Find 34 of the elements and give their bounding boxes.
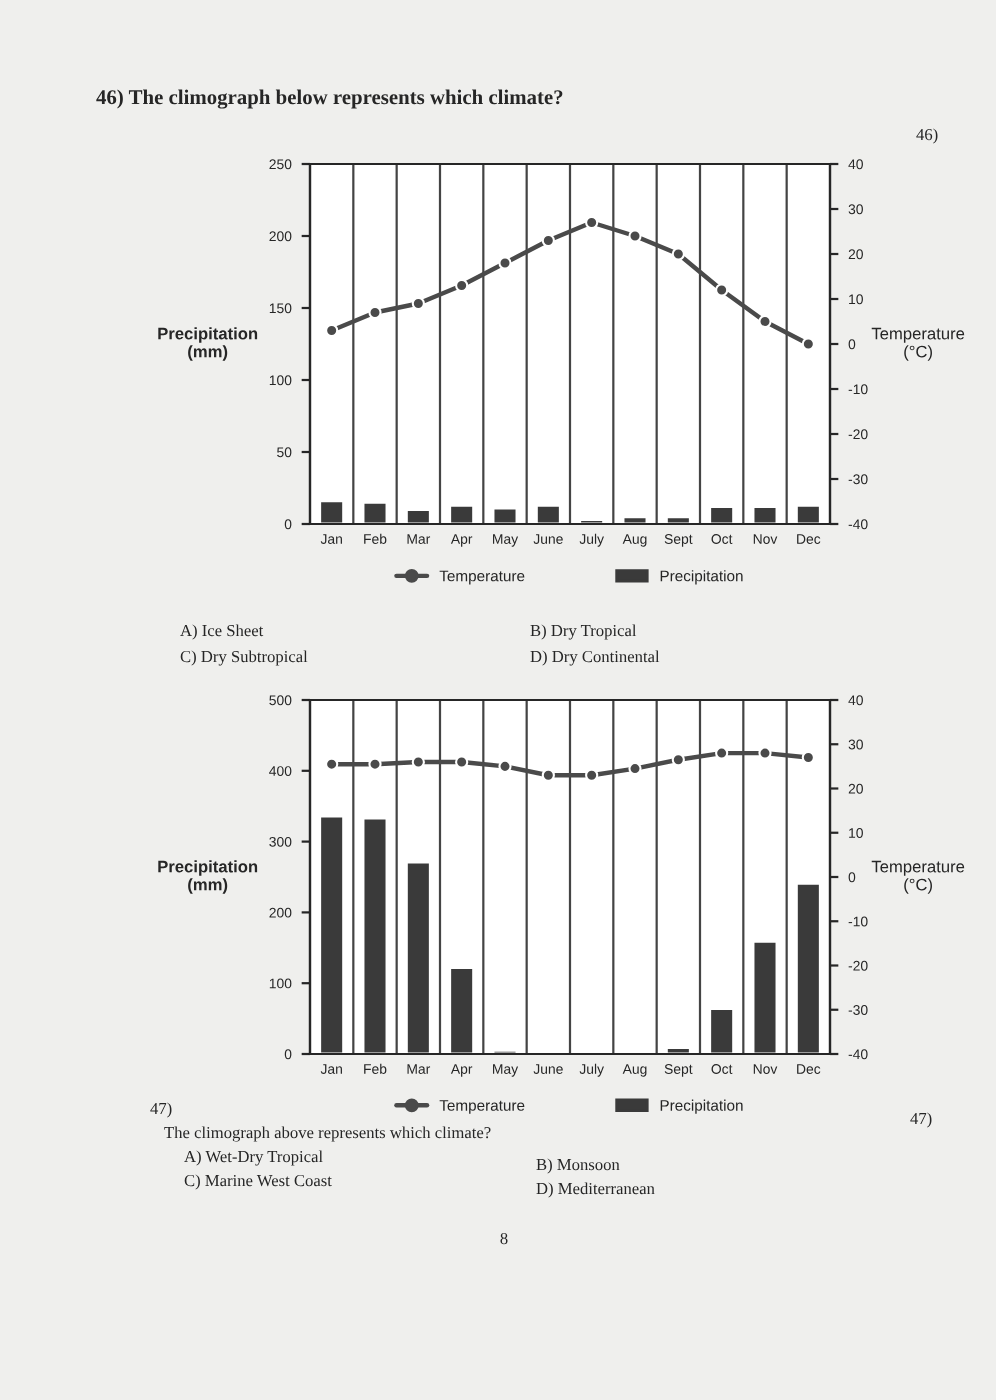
y2-axis-title: Temperature (°C) [871,327,965,361]
text: C) Dry Subtropical [180,650,308,666]
point [628,229,642,243]
point [715,746,729,760]
point [585,768,599,782]
point [758,746,772,760]
text: 47) [150,1102,172,1118]
text: The climograph above represents which climate? [164,1126,491,1142]
text: A) Wet-Dry Tropical [184,1150,323,1166]
text: B) Monsoon [536,1158,620,1174]
point [801,337,815,351]
point [671,247,685,261]
text: 8 [500,1232,508,1245]
text: B) Dry Tropical [530,624,637,640]
text: A) Ice Sheet [180,624,264,640]
point [541,768,555,782]
point [671,753,685,767]
point [498,256,512,270]
text: C) Marine West Coast [184,1174,332,1190]
chart-title: 46) The climograph below represents which climate? [96,89,563,109]
y2-axis-title: Temperature (°C) [871,860,965,894]
point [758,314,772,329]
point [455,755,469,769]
point [325,757,339,771]
y-axis-title: Precipitation (mm) [158,327,258,361]
point [715,283,729,297]
text: 46) [916,128,938,144]
point [411,755,425,769]
text: 47) [910,1112,932,1128]
text: D) Dry Continental [530,650,660,666]
point [498,759,512,773]
text: D) Mediterranean [536,1182,655,1198]
y-axis-title: Precipitation (mm) [158,860,258,894]
point [368,757,382,771]
